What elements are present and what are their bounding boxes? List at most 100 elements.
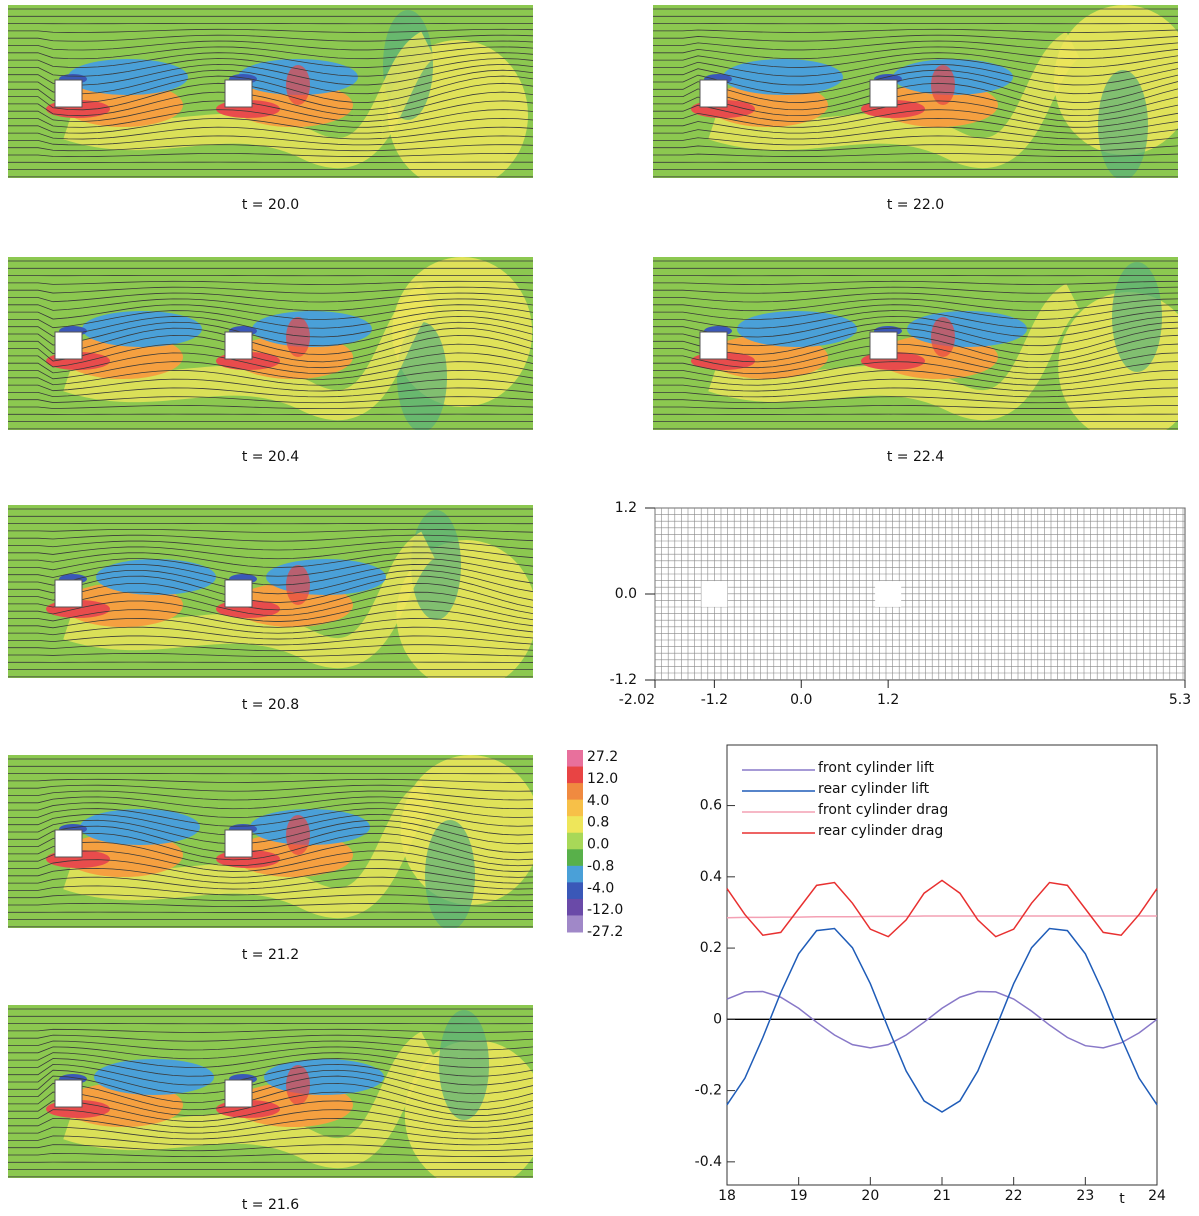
y-tick-label: -0.2	[695, 1083, 722, 1099]
wake-cool	[80, 809, 200, 845]
vortex-red	[286, 1065, 310, 1105]
cylinder	[699, 79, 728, 108]
streamline	[653, 117, 1178, 134]
streamline	[8, 540, 533, 551]
streamline	[8, 144, 533, 152]
streamline	[8, 28, 533, 33]
streamline	[8, 69, 533, 95]
colorbar-label: 27.2	[587, 749, 618, 765]
streamline	[8, 808, 533, 827]
y-tick-label: 0.6	[700, 798, 722, 814]
colorbar-label: 0.8	[587, 815, 609, 831]
panel-caption: t = 20.4	[242, 449, 299, 465]
streamline	[8, 583, 533, 611]
streamline	[8, 117, 533, 134]
colorbar-swatch	[567, 865, 583, 883]
vortex-red	[931, 65, 955, 105]
wake-cool	[68, 59, 188, 95]
streamline	[8, 832, 533, 861]
streamline	[8, 546, 533, 560]
series-line	[726, 915, 1157, 919]
streamline	[653, 126, 1178, 140]
streamline	[8, 1069, 533, 1095]
series-line	[726, 990, 1158, 1049]
streamline	[8, 321, 533, 347]
streamline	[8, 405, 533, 409]
colorbar-swatch	[567, 849, 583, 867]
x-tick-label: 18	[718, 1188, 736, 1204]
y-tick-label: 0.4	[700, 869, 722, 885]
x-tick-label: -2.02	[619, 692, 655, 708]
series-line	[726, 927, 1158, 1113]
x-axis-label: t	[1119, 1191, 1125, 1207]
streamline	[653, 46, 1178, 60]
streamline	[8, 784, 533, 792]
streamline	[653, 396, 1178, 404]
streamline	[8, 558, 533, 577]
streamline	[8, 280, 533, 285]
streamline	[653, 135, 1178, 146]
wake-cool	[252, 311, 372, 347]
streamline	[8, 552, 533, 568]
y-tick-label: 0.0	[615, 586, 637, 602]
streamline	[8, 626, 533, 640]
streamline	[8, 1028, 533, 1033]
streamline	[8, 1075, 533, 1103]
streamline	[8, 361, 533, 380]
panel-caption: t = 21.6	[242, 1197, 299, 1213]
colorbar-label: -12.0	[587, 902, 623, 918]
streamline	[8, 1034, 533, 1042]
cylinder	[224, 79, 253, 108]
streamline	[8, 126, 533, 140]
colorbar-swatch	[567, 750, 583, 768]
x-tick-label: 23	[1076, 1188, 1094, 1204]
streamline	[653, 334, 1178, 363]
cylinder	[224, 829, 253, 858]
wake-cool	[737, 311, 857, 347]
streamline	[8, 334, 533, 363]
panel-caption: t = 21.2	[242, 947, 299, 963]
cylinder	[54, 579, 83, 608]
legend-label: rear cylinder drag	[818, 823, 943, 839]
streamline	[653, 378, 1178, 392]
streamline	[8, 1117, 533, 1134]
streamline	[8, 534, 533, 542]
streamline	[8, 1135, 533, 1146]
streamline	[8, 859, 533, 878]
streamline	[8, 109, 533, 128]
streamline	[653, 280, 1178, 285]
streamline	[653, 315, 1178, 338]
streamline	[8, 369, 533, 386]
cylinder	[54, 331, 83, 360]
panel-caption: t = 20.0	[242, 197, 299, 213]
streamline	[8, 34, 533, 42]
streamline	[8, 591, 533, 617]
streamline	[653, 361, 1178, 380]
far-vortex	[439, 1010, 489, 1120]
cylinder	[54, 1079, 83, 1108]
vortex-red	[286, 565, 310, 605]
streamline	[8, 298, 533, 312]
y-tick-label: 1.2	[615, 500, 637, 516]
streamline	[653, 144, 1178, 152]
streamline	[653, 298, 1178, 312]
streamline	[8, 813, 533, 836]
streamline	[653, 82, 1178, 111]
cylinder	[224, 579, 253, 608]
colorbar-swatch	[567, 882, 583, 900]
streamline	[8, 1082, 533, 1111]
legend-label: front cylinder drag	[818, 802, 948, 818]
streamline	[653, 152, 1178, 157]
streamline	[653, 292, 1178, 303]
streamline	[8, 850, 533, 872]
colorbar-label: -4.0	[587, 880, 614, 896]
streamline	[653, 405, 1178, 409]
streamline	[8, 802, 533, 818]
shear-band	[63, 31, 437, 168]
streamline	[8, 40, 533, 51]
vortex-red	[286, 317, 310, 357]
streamline	[8, 569, 533, 595]
colorbar-label: 12.0	[587, 771, 618, 787]
streamline	[8, 600, 533, 622]
x-tick-label: 5.3	[1169, 692, 1191, 708]
